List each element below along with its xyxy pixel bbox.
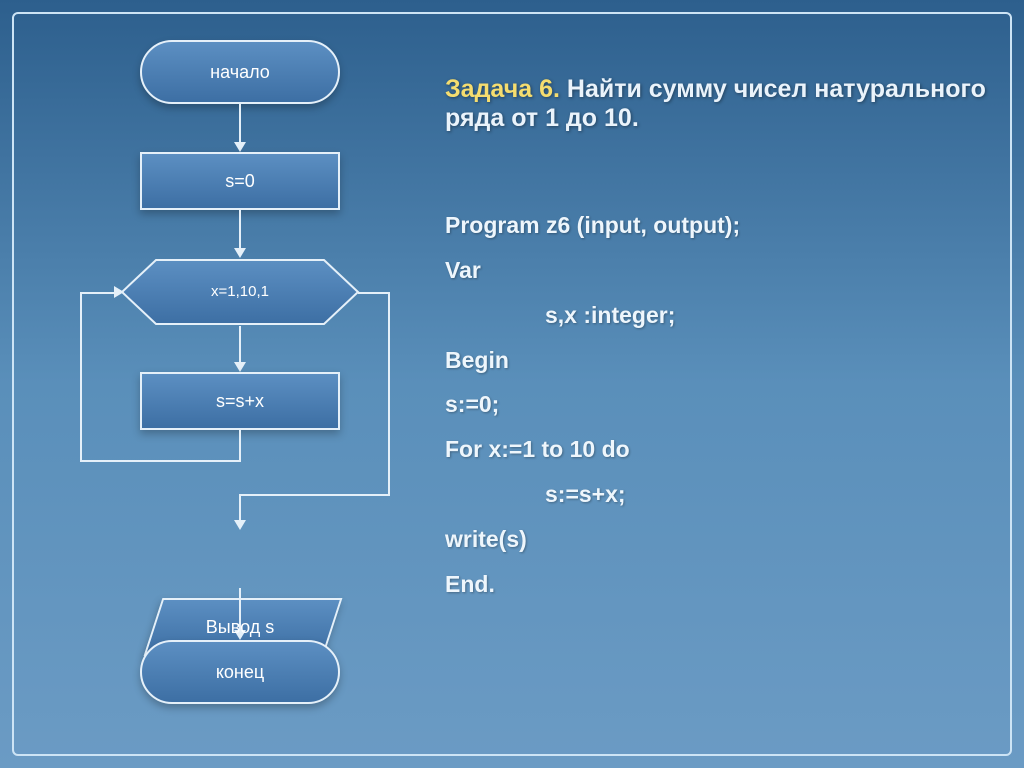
code-line: write(s) (445, 517, 1000, 562)
edge (239, 326, 241, 364)
edge (239, 210, 241, 250)
node-init-label: s=0 (225, 171, 255, 192)
edge (239, 494, 241, 522)
edge (239, 430, 241, 460)
node-output: Вывод s (135, 598, 345, 656)
code-line: Begin (445, 338, 1000, 383)
node-init: s=0 (140, 152, 340, 210)
arrowhead (234, 248, 246, 258)
task-number: Задача 6. (445, 75, 560, 103)
node-loop-label: x=1,10,1 (120, 258, 360, 326)
arrowhead (234, 142, 246, 152)
edge (80, 292, 82, 462)
node-start-label: начало (210, 62, 270, 83)
code-line: s:=0; (445, 382, 1000, 427)
node-body: s=s+x (140, 372, 340, 430)
node-body-label: s=s+x (216, 391, 264, 412)
edge (388, 292, 390, 494)
arrowhead (234, 520, 246, 530)
code-line: For x:=1 to 10 do (445, 427, 1000, 472)
edge (239, 494, 390, 496)
arrowhead (234, 362, 246, 372)
code-line: Var (445, 248, 1000, 293)
code-line: s:=s+x; (445, 472, 1000, 517)
node-output-label: Вывод s (135, 598, 345, 656)
text-panel: Задача 6. Найти сумму чисел натурального… (445, 75, 1000, 607)
edge (80, 460, 241, 462)
node-loop: x=1,10,1 (120, 258, 360, 326)
edge (239, 104, 241, 144)
task-title: Задача 6. Найти сумму чисел натурального… (445, 75, 1000, 133)
code-line: Program z6 (input, output); (445, 203, 1000, 248)
edge (80, 292, 118, 294)
node-end-label: конец (216, 662, 264, 683)
flowchart: начало s=0 x=1,10,1 s=s+x (50, 40, 410, 730)
code-line: End. (445, 562, 1000, 607)
code-line: s,x :integer; (445, 293, 1000, 338)
code-listing: Program z6 (input, output); Var s,x :int… (445, 203, 1000, 607)
edge (358, 292, 388, 294)
node-start: начало (140, 40, 340, 104)
